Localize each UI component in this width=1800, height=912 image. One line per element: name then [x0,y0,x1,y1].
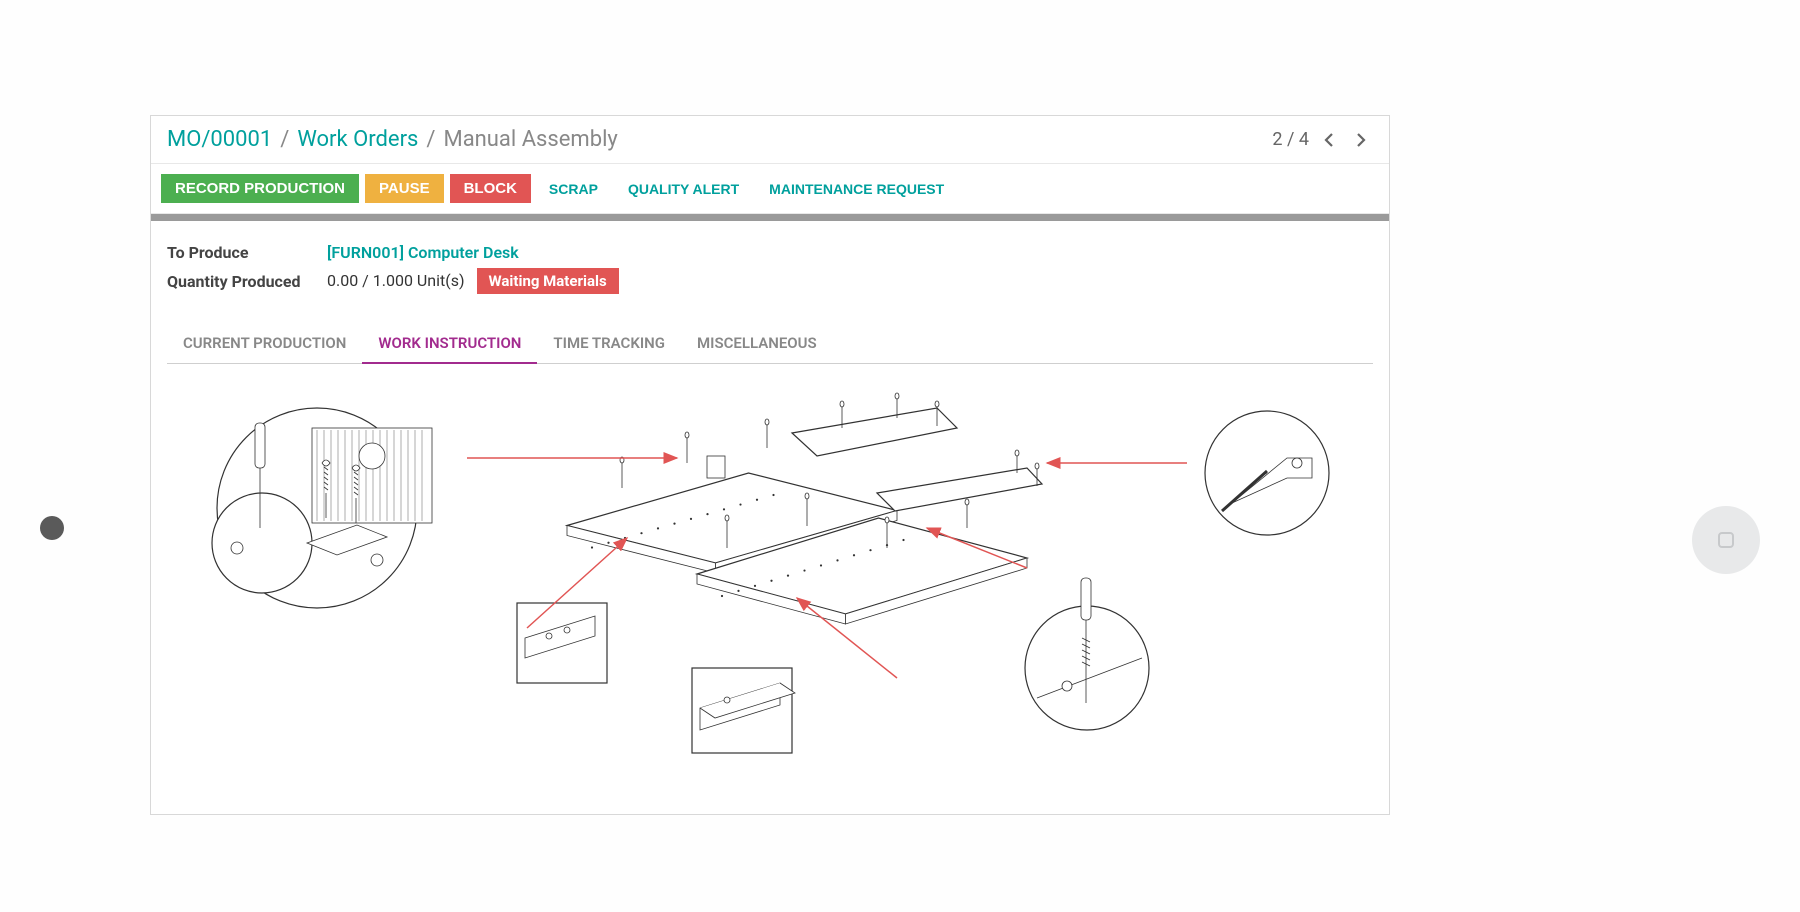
content: To Produce [FURN001] Computer Desk Quant… [151,221,1389,768]
breadcrumb-bar: MO/00001 / Work Orders / Manual Assembly… [151,116,1389,164]
qty-produced-label: Quantity Produced [167,272,327,291]
pager-next[interactable] [1349,128,1373,152]
qty-sep: / [358,271,373,290]
maintenance-request-button[interactable]: MAINTENANCE REQUEST [757,175,956,203]
tab-time[interactable]: TIME TRACKING [537,324,681,363]
to-produce-label: To Produce [167,243,327,262]
breadcrumb-sep: / [426,127,435,152]
tab-work[interactable]: WORK INSTRUCTION [362,324,537,364]
status-badge: Waiting Materials [477,268,619,294]
breadcrumb-sep: / [280,127,289,152]
qty-produced-value: 0.00 / 1.000 Unit(s) Waiting Materials [327,268,619,294]
home-button[interactable] [1692,506,1760,574]
tabs: CURRENT PRODUCTIONWORK INSTRUCTIONTIME T… [167,324,1373,364]
work-instruction-diagram [167,378,1373,768]
quality-alert-button[interactable]: QUALITY ALERT [616,175,751,203]
tab-current[interactable]: CURRENT PRODUCTION [167,324,362,363]
pager-text: 2 / 4 [1272,129,1309,150]
left-frame-dot [40,516,64,540]
qty-current: 0.00 [327,271,358,290]
pager: 2 / 4 [1272,128,1373,152]
scrap-button[interactable]: SCRAP [537,175,610,203]
breadcrumb-work-orders-link[interactable]: Work Orders [297,127,418,152]
thick-separator [151,214,1389,221]
qty-total: 1.000 [373,271,413,290]
qty-unit: Unit(s) [413,271,465,290]
field-to-produce: To Produce [FURN001] Computer Desk [167,243,1373,262]
breadcrumb-current: Manual Assembly [443,127,617,152]
record-production-button[interactable]: RECORD PRODUCTION [161,174,359,203]
app-window: MO/00001 / Work Orders / Manual Assembly… [150,115,1390,815]
pause-button[interactable]: PAUSE [365,174,444,203]
breadcrumb-order-link[interactable]: MO/00001 [167,127,272,152]
breadcrumb: MO/00001 / Work Orders / Manual Assembly [167,127,618,152]
field-qty-produced: Quantity Produced 0.00 / 1.000 Unit(s) W… [167,268,1373,294]
block-button[interactable]: BLOCK [450,174,531,203]
tab-misc[interactable]: MISCELLANEOUS [681,324,833,363]
to-produce-value[interactable]: [FURN001] Computer Desk [327,243,519,262]
toolbar: RECORD PRODUCTION PAUSE BLOCK SCRAP QUAL… [151,164,1389,214]
pager-prev[interactable] [1317,128,1341,152]
